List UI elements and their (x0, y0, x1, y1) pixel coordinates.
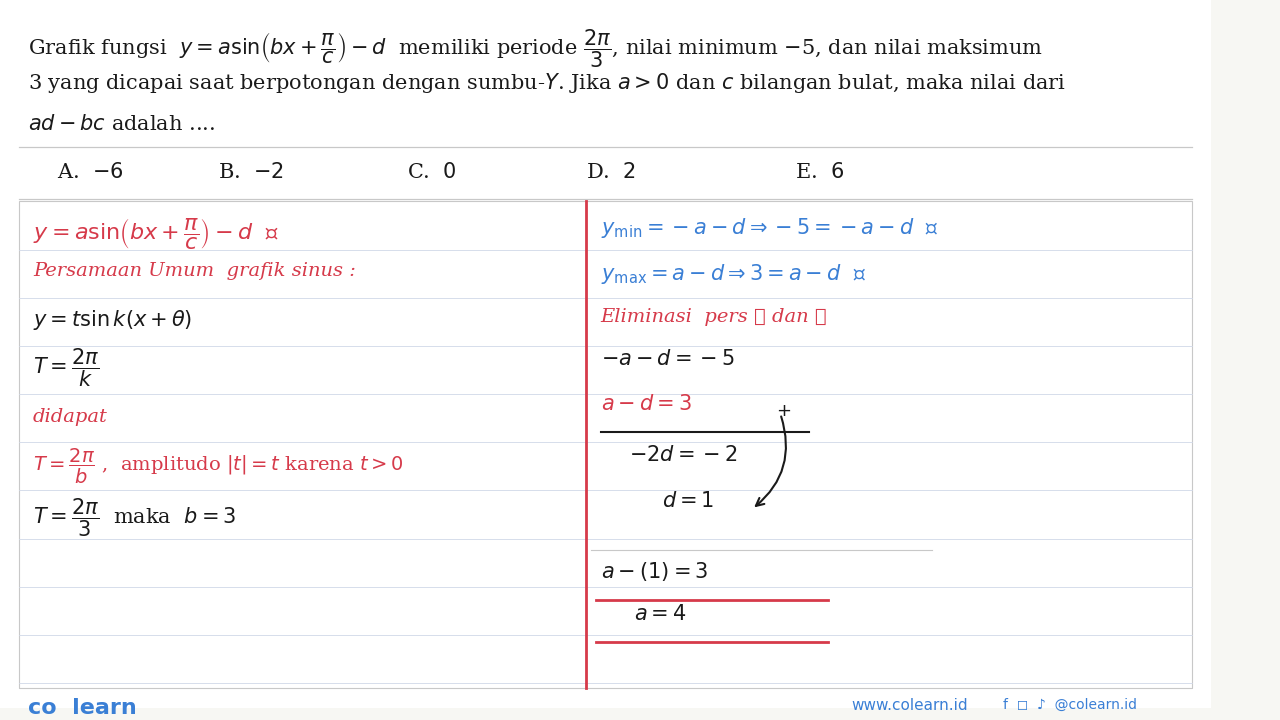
Text: www.colearn.id: www.colearn.id (851, 698, 968, 713)
FancyBboxPatch shape (0, 0, 1211, 708)
Text: $-2d = -2$: $-2d = -2$ (628, 445, 737, 465)
Text: $T = \dfrac{2\pi}{3}$  maka  $b = 3$: $T = \dfrac{2\pi}{3}$ maka $b = 3$ (33, 496, 237, 539)
Text: C.  $0$: C. $0$ (407, 162, 457, 182)
Text: A.  $-6$: A. $-6$ (56, 162, 123, 182)
Text: $y_{\min} = -a - d \Rightarrow -5 = -a - d$  ②: $y_{\min} = -a - d \Rightarrow -5 = -a -… (600, 216, 938, 240)
Text: $T = \dfrac{2\pi}{k}$: $T = \dfrac{2\pi}{k}$ (33, 347, 100, 390)
Text: $T = \dfrac{2\pi}{b}$ ,  amplitudo $|t| = t$ karena $t > 0$: $T = \dfrac{2\pi}{b}$ , amplitudo $|t| =… (33, 447, 404, 486)
Text: Eliminasi  pers ② dan ③: Eliminasi pers ② dan ③ (600, 307, 827, 325)
Text: $ad - bc$ adalah ....: $ad - bc$ adalah .... (28, 114, 215, 134)
Text: Persamaan Umum  grafik sinus :: Persamaan Umum grafik sinus : (33, 262, 356, 280)
Text: $a - (1) = 3$: $a - (1) = 3$ (600, 560, 708, 583)
Text: $d = 1$: $d = 1$ (662, 492, 714, 511)
Text: Grafik fungsi  $y = a\sin\!\left(bx + \dfrac{\pi}{c}\right) - d$  memiliki perio: Grafik fungsi $y = a\sin\!\left(bx + \df… (28, 27, 1043, 70)
Text: B.  $-2$: B. $-2$ (218, 162, 283, 182)
FancyBboxPatch shape (19, 202, 1192, 688)
Text: $-a - d = -5$: $-a - d = -5$ (600, 349, 735, 369)
Text: E.  $6$: E. $6$ (795, 162, 844, 182)
Text: co  learn: co learn (28, 698, 137, 718)
Text: $y = t\sin k(x + \theta)$: $y = t\sin k(x + \theta)$ (33, 307, 192, 332)
Text: $+$: $+$ (776, 402, 791, 420)
Text: $a = 4$: $a = 4$ (634, 605, 686, 624)
Text: f  ◻  ♪  @colearn.id: f ◻ ♪ @colearn.id (1002, 698, 1137, 712)
Text: 3 yang dicapai saat berpotongan dengan sumbu-$Y$. Jika $a > 0$ dan $c$ bilangan : 3 yang dicapai saat berpotongan dengan s… (28, 71, 1066, 95)
Text: $y_{\max} = a - d \Rightarrow 3 = a - d$  ③: $y_{\max} = a - d \Rightarrow 3 = a - d$… (600, 262, 865, 287)
Text: didapat: didapat (33, 408, 108, 426)
Text: $y = a\sin\!\left(bx + \dfrac{\pi}{c}\right) - d$  ①: $y = a\sin\!\left(bx + \dfrac{\pi}{c}\ri… (33, 216, 279, 251)
Text: D.  $2$: D. $2$ (586, 162, 636, 182)
FancyArrowPatch shape (756, 416, 786, 506)
Text: $a - d = 3$: $a - d = 3$ (600, 394, 691, 414)
